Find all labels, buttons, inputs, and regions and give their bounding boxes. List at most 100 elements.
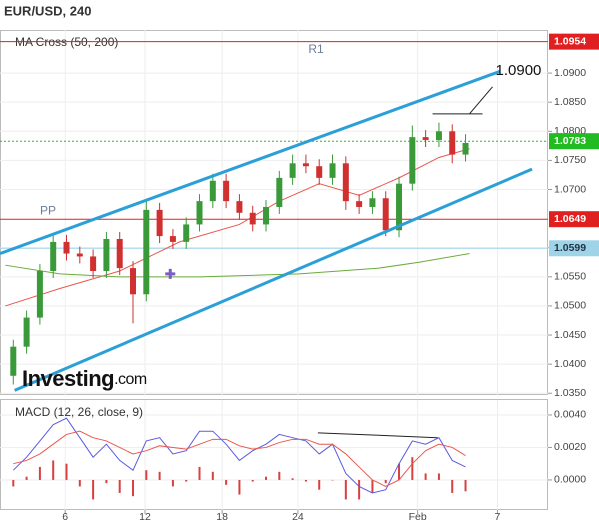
trend-line [317,432,438,439]
candle-body [209,180,216,202]
candle-body [329,163,336,178]
x-tick-label: 7 [495,511,501,523]
y-tick-label: 1.0750 [554,154,586,166]
y-tick-label: 1.0350 [554,387,586,399]
candle-body [169,236,176,242]
candle-body [103,238,110,272]
candle-body [422,137,429,141]
candle-body [36,271,43,318]
candle-body [382,198,389,231]
moving-average [5,253,470,278]
histogram-bar [65,463,68,480]
level-label: 1.0649 [554,213,586,225]
histogram-bar [398,463,401,480]
price-panel [0,30,548,395]
watermark-brand: Investing [22,366,114,391]
histogram-bar [118,479,121,493]
level-label: 1.0954 [554,35,586,47]
candle-body [63,241,70,254]
histogram-bar [344,479,347,500]
histogram-bar [145,470,148,480]
x-tick-label: 12 [139,511,151,523]
panel-title: MA Cross (50, 200) [15,35,118,49]
chart-title: EUR/USD, 240 [4,3,91,18]
channel-line [14,167,533,392]
macd-line [12,417,466,494]
x-tick-label: 6 [62,511,68,523]
x-tick-label: 24 [292,511,304,523]
candle-body [143,209,150,295]
y-tick-label: 1.0700 [554,183,586,195]
y-tick-label: 1.0850 [554,96,586,108]
level-label-box [549,33,599,50]
level-name: R1 [308,42,324,56]
candle-body [435,131,442,141]
histogram-bar [132,479,135,497]
histogram-bar [158,471,161,480]
histogram-bar [291,478,294,480]
macd-line [13,430,466,487]
callout-line [432,86,493,115]
level-label: 1.0783 [554,135,586,147]
y-tick-label: 0.0000 [554,474,586,486]
histogram-bar [278,471,281,480]
candle-body [156,209,163,237]
histogram-bar [331,479,334,481]
x-tick-label: 18 [216,511,228,523]
candle-body [10,346,17,376]
candle-body [369,198,376,207]
histogram-bar [38,466,41,480]
level-label-box [549,211,599,228]
y-tick-label: 1.0400 [554,358,586,370]
histogram-bar [225,479,228,485]
histogram-bar [211,471,214,480]
histogram-bar [265,476,268,480]
level-label: 1.0599 [554,242,586,254]
candle-body [23,317,30,347]
watermark: Investing.com [22,366,147,391]
histogram-bar [238,479,241,495]
candle-body [249,212,256,225]
candle-body [409,137,416,184]
histogram-bar [12,479,15,487]
candle-body [263,206,270,225]
channel-line [0,69,501,255]
level-label-box [549,133,599,150]
histogram-bar [384,479,387,484]
histogram-bar [185,479,188,482]
candle-body [342,163,349,202]
candle-body [130,268,137,295]
candle-body [302,163,309,167]
histogram-bar [251,479,254,482]
candle-body [236,201,243,213]
candle-body [289,163,296,178]
candle-body [116,238,123,269]
histogram-bar [371,479,374,493]
panel-title: MACD (12, 26, close, 9) [15,405,143,419]
candle-body [449,131,456,155]
macd-panel [0,399,548,510]
histogram-bar [78,479,81,487]
y-tick-label: 1.0900 [554,67,586,79]
histogram-bar [198,466,201,480]
annotation: 1.0900 [496,62,542,79]
candle-body [356,201,363,207]
candle-body [462,142,469,155]
histogram-bar [451,479,454,493]
level-name: PP [40,203,56,217]
candle-body [276,177,283,207]
histogram-bar [52,460,55,480]
histogram-bar [92,479,95,500]
histogram-bar [25,476,28,480]
y-tick-label: 1.0450 [554,329,586,341]
histogram-bar [105,479,108,484]
y-tick-label: 0.0020 [554,441,586,453]
histogram-bar [318,479,321,490]
y-tick-label: 1.0550 [554,271,586,283]
x-tick-label: Feb [409,511,427,523]
candle-body [76,253,83,257]
watermark-suffix: .com [114,371,147,388]
y-tick-label: 1.0500 [554,300,586,312]
